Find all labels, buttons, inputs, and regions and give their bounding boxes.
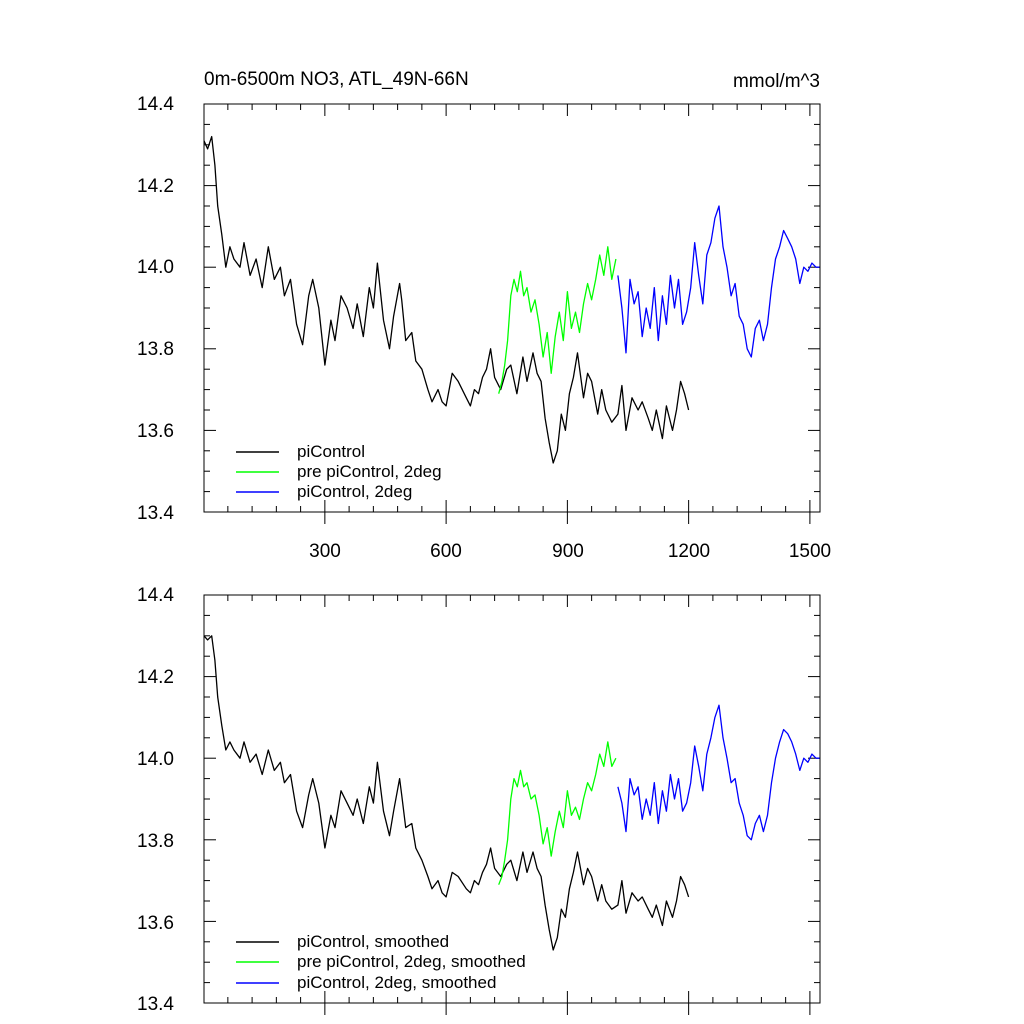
- bottom-y-tick-label: 13.6: [137, 913, 174, 934]
- bottom-legend: piControl, smoothed pre piControl, 2deg,…: [236, 932, 526, 992]
- top-panel: 0m-6500m NO3, ATL_49N-66N mmol/m^3 13.4 …: [137, 69, 831, 562]
- top-legend-label: pre piControl, 2deg: [297, 462, 442, 481]
- top-y-tick-label: 13.8: [137, 339, 174, 360]
- top-title: 0m-6500m NO3, ATL_49N-66N: [204, 69, 469, 90]
- top-y-tick-label: 14.0: [137, 257, 174, 278]
- top-y-tick-label: 14.4: [137, 94, 174, 115]
- top-units: mmol/m^3: [733, 71, 820, 92]
- top-x-tick-label: 300: [309, 541, 341, 562]
- top-series-line-picontrol-2deg: [617, 205, 820, 358]
- top-series: [203, 135, 820, 464]
- bottom-y-tick-label: 13.8: [137, 831, 174, 852]
- bottom-y-tick-label: 14.4: [137, 585, 174, 606]
- top-x-tick-label: 1500: [789, 541, 831, 562]
- top-ticks: [204, 103, 820, 524]
- top-y-tick-labels: 13.4 13.6 13.8 14.0 14.2 14.4: [137, 94, 174, 524]
- top-y-tick-label: 14.2: [137, 176, 174, 197]
- bottom-panel: 13.4 13.6 13.8 14.0 14.2 14.4 piControl,…: [137, 585, 821, 1015]
- bottom-series: [203, 635, 820, 951]
- top-series-line-pre-picontrol-2deg: [498, 246, 617, 394]
- bottom-legend-label: piControl, smoothed: [297, 932, 449, 951]
- top-legend-label: piControl, 2deg: [297, 482, 412, 501]
- bottom-series-line-picontrol-2deg-smoothed: [617, 704, 820, 841]
- top-y-tick-label: 13.4: [137, 503, 174, 524]
- bottom-series-line-picontrol-smoothed: [203, 635, 690, 951]
- bottom-y-tick-label: 13.4: [137, 994, 174, 1015]
- top-x-tick-label: 1200: [668, 541, 710, 562]
- bottom-y-tick-label: 14.0: [137, 749, 174, 770]
- top-x-tick-label: 600: [430, 541, 462, 562]
- top-plot-frame: [203, 103, 821, 513]
- top-series-line-picontrol: [203, 135, 690, 464]
- bottom-legend-label: pre piControl, 2deg, smoothed: [297, 952, 526, 971]
- top-legend: piControl pre piControl, 2deg piControl,…: [236, 442, 442, 501]
- bottom-legend-label: piControl, 2deg, smoothed: [297, 973, 496, 992]
- top-y-tick-label: 13.6: [137, 421, 174, 442]
- bottom-y-tick-labels: 13.4 13.6 13.8 14.0 14.2 14.4: [137, 585, 174, 1015]
- bottom-series-line-pre-picontrol-2deg-smoothed: [498, 741, 617, 885]
- top-x-tick-labels: 300 600 900 1200 1500: [309, 541, 831, 562]
- bottom-plot-frame: [203, 594, 821, 1004]
- top-legend-label: piControl: [297, 442, 365, 461]
- bottom-y-tick-label: 14.2: [137, 667, 174, 688]
- top-x-tick-label: 900: [552, 541, 584, 562]
